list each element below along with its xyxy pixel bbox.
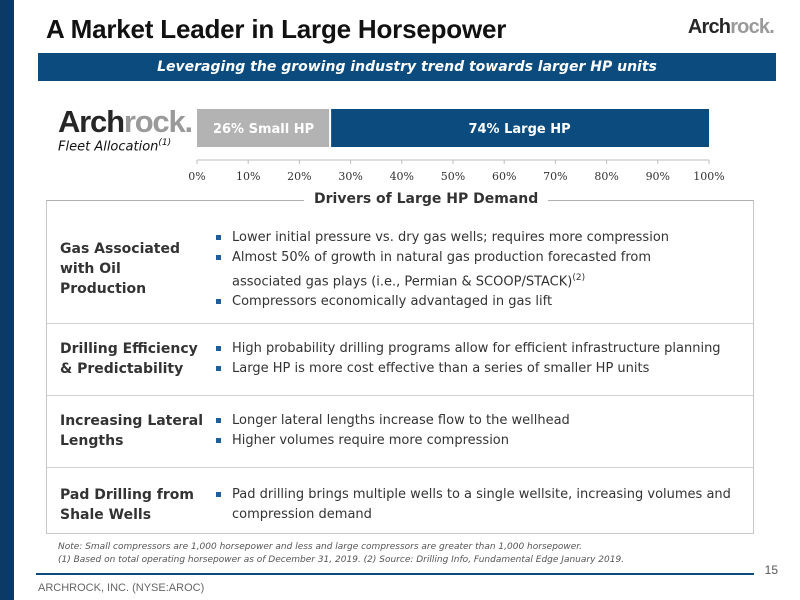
footer-divider xyxy=(36,573,754,575)
bullet-item: High probability drilling programs allow… xyxy=(214,339,721,359)
driver-bullets: Longer lateral lengths increase flow to … xyxy=(214,411,570,451)
bar-segment-large-hp xyxy=(330,109,709,147)
x-tick-label: 40% xyxy=(390,170,414,183)
x-tick-label: 60% xyxy=(492,170,516,183)
driver-label-line: Gas Associated xyxy=(60,241,181,257)
x-tick-label: 30% xyxy=(338,170,362,183)
driver-row-lateral-lengths: Increasing Lateral Lengths Longer latera… xyxy=(46,395,754,467)
bullet-item: Pad drilling brings multiple wells to a … xyxy=(214,485,731,505)
archrock-logo-fleet: Archrock. xyxy=(58,104,193,140)
x-tick-label: 20% xyxy=(287,170,311,183)
driver-label-line: Increasing Lateral xyxy=(60,413,204,429)
logo-text-rock: rock. xyxy=(123,104,193,139)
footnote-marker: (2) xyxy=(572,273,586,283)
driver-label-line: with Oil xyxy=(60,261,121,277)
x-tick-label: 90% xyxy=(646,170,670,183)
driver-label-line: Production xyxy=(60,281,147,297)
driver-label: Pad Drilling from Shale Wells xyxy=(60,485,194,525)
footer-company: ARCHROCK, INC. (NYSE:AROC) xyxy=(38,582,205,594)
driver-label-line: Pad Drilling from xyxy=(60,487,195,503)
bullet-item: Large HP is more cost effective than a s… xyxy=(214,359,721,379)
bar-segment-label: 26% Small HP xyxy=(213,122,314,137)
x-tick-label: 80% xyxy=(594,170,618,183)
bullet-item: Compressors economically advantaged in g… xyxy=(214,292,669,312)
footnotes: Note: Small compressors are 1,000 horsep… xyxy=(58,541,624,567)
x-tick-label: 50% xyxy=(441,170,465,183)
page-number: 15 xyxy=(764,563,778,577)
subtitle-banner: Leveraging the growing industry trend to… xyxy=(38,53,776,81)
logo-text-arch: Arch xyxy=(58,104,125,139)
x-tick-label: 0% xyxy=(188,170,205,183)
driver-row-gas-associated: Gas Associated with Oil Production Lower… xyxy=(46,201,754,323)
fleet-allocation-text: Fleet Allocation xyxy=(58,139,159,155)
x-tick-label: 70% xyxy=(543,170,567,183)
driver-bullets: High probability drilling programs allow… xyxy=(214,339,721,379)
archrock-logo-top: Archrock. xyxy=(687,16,775,39)
fleet-allocation-label: Fleet Allocation(1) xyxy=(58,138,171,154)
bar-segment-small-hp xyxy=(197,109,331,147)
bullet-item: Almost 50% of growth in natural gas prod… xyxy=(214,248,669,268)
driver-label-line: Shale Wells xyxy=(60,507,152,523)
bar-segment-label: 74% Large HP xyxy=(468,122,570,137)
driver-row-drilling-efficiency: Drilling Efficiency & Predictability Hig… xyxy=(46,323,754,395)
logo-text-rock: rock. xyxy=(730,16,775,38)
driver-bullets: Pad drilling brings multiple wells to a … xyxy=(214,485,731,525)
x-tick-label: 10% xyxy=(236,170,260,183)
x-tick-label: 100% xyxy=(693,170,724,183)
driver-row-pad-drilling: Pad Drilling from Shale Wells Pad drilli… xyxy=(46,467,754,533)
driver-bullets: Lower initial pressure vs. dry gas wells… xyxy=(214,228,669,312)
driver-label: Drilling Efficiency & Predictability xyxy=(60,339,198,379)
driver-label-line: & Predictability xyxy=(60,361,184,377)
footnote-marker: (1) xyxy=(158,138,172,148)
driver-label-line: Drilling Efficiency xyxy=(60,341,198,357)
bullet-item: Longer lateral lengths increase flow to … xyxy=(214,411,570,431)
fleet-allocation-chart: 0% 10% 20% 30% 40% 50% 60% 70% 80% 90% 100% 26% Sma… xyxy=(188,109,725,183)
bullet-item: Lower initial pressure vs. dry gas wells… xyxy=(214,228,669,248)
footnote-line: (1) Based on total operating horsepower … xyxy=(58,555,625,565)
driver-label: Gas Associated with Oil Production xyxy=(60,239,180,299)
left-accent-bar xyxy=(0,0,14,600)
driver-label-line: Lengths xyxy=(60,433,124,449)
footnote-line: Note: Small compressors are 1,000 horsep… xyxy=(58,542,583,552)
page-title: A Market Leader in Large Horsepower xyxy=(46,14,507,44)
bullet-continuation: associated gas plays (i.e., Permian & SC… xyxy=(214,268,669,292)
drivers-title: Drivers of Large HP Demand xyxy=(304,191,549,207)
bullet-item: Higher volumes require more compression xyxy=(214,431,570,451)
driver-label: Increasing Lateral Lengths xyxy=(60,411,203,451)
bullet-text: associated gas plays (i.e., Permian & SC… xyxy=(232,274,573,290)
bullet-continuation: compression demand xyxy=(232,507,372,522)
logo-text-arch: Arch xyxy=(687,16,731,38)
